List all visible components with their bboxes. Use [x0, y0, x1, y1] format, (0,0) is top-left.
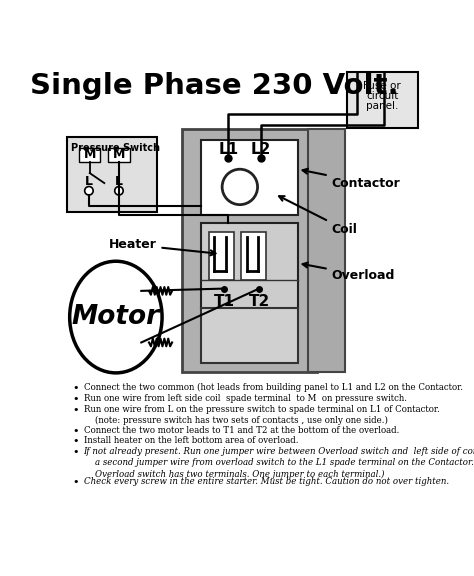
Text: L: L	[85, 175, 93, 188]
Text: Check every screw in the entire starter. Must be tight. Caution do not over tigh: Check every screw in the entire starter.…	[83, 478, 449, 486]
Text: Heater: Heater	[109, 238, 216, 255]
Text: Connect the two common (hot leads from building panel to L1 and L2 on the Contac: Connect the two common (hot leads from b…	[83, 383, 463, 392]
Text: Run one wire from left side coil  spade terminal  to M  on pressure switch.: Run one wire from left side coil spade t…	[83, 394, 407, 403]
Bar	[309, 129, 346, 372]
Text: Motor: Motor	[72, 304, 160, 330]
Circle shape	[115, 187, 123, 195]
Bar	[209, 232, 234, 280]
Text: Contactor: Contactor	[302, 169, 400, 190]
Text: L: L	[115, 175, 123, 188]
Text: If not already present. Run one jumper wire between Overload switch and  left si: If not already present. Run one jumper w…	[83, 447, 474, 479]
Bar	[201, 308, 298, 363]
Text: Coil: Coil	[279, 196, 357, 236]
Text: •: •	[73, 437, 79, 446]
Bar	[201, 140, 298, 215]
Text: Run one wire from L on the pressure switch to spade terminal on L1 of Contactor.: Run one wire from L on the pressure swit…	[83, 405, 439, 425]
Bar	[241, 232, 266, 280]
Text: Overload: Overload	[302, 263, 395, 282]
Bar	[347, 72, 418, 128]
Circle shape	[222, 169, 257, 204]
Bar	[108, 147, 130, 161]
Text: T1: T1	[214, 294, 235, 309]
Bar	[66, 137, 157, 213]
Text: L1: L1	[218, 142, 238, 157]
Text: L2: L2	[250, 142, 271, 157]
Text: •: •	[73, 447, 79, 457]
Text: •: •	[73, 394, 79, 404]
Text: panel.: panel.	[366, 101, 399, 111]
Text: circuit: circuit	[366, 91, 399, 101]
Ellipse shape	[70, 262, 162, 373]
Text: Connect the two motor leads to T1 and T2 at the bottom of the overload.: Connect the two motor leads to T1 and T2…	[83, 426, 399, 435]
Circle shape	[85, 187, 93, 195]
Text: Fuse or: Fuse or	[364, 81, 401, 91]
Text: M: M	[83, 148, 96, 161]
Bar	[201, 223, 298, 309]
Text: Pressure Switch: Pressure Switch	[71, 143, 160, 153]
Text: •: •	[73, 478, 79, 487]
Text: •: •	[73, 383, 79, 393]
Text: •: •	[73, 426, 79, 435]
Text: M: M	[113, 148, 125, 161]
Text: Install heater on the left bottom area of overload.: Install heater on the left bottom area o…	[83, 437, 298, 445]
Text: •: •	[73, 405, 79, 415]
Text: T2: T2	[248, 294, 270, 309]
Bar	[79, 147, 100, 161]
Bar	[182, 129, 317, 372]
Text: Single Phase 230 Volt.: Single Phase 230 Volt.	[30, 72, 399, 100]
